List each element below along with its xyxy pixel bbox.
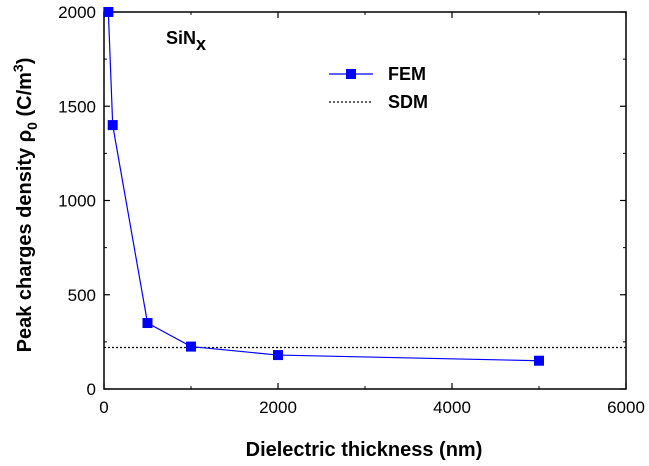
y-axis-label-group: Peak charges density ρ0 (C/m3)	[10, 58, 40, 353]
y-axis-label-subscript: 0	[24, 122, 40, 130]
plot-border	[103, 11, 627, 390]
y-axis-label-prefix: Peak charges density	[14, 142, 36, 352]
y-tick-label: 1000	[58, 192, 96, 211]
x-tick-label: 2000	[259, 398, 297, 417]
fem-data-point	[107, 120, 118, 131]
y-axis-label-superscript: 3	[10, 64, 26, 72]
fem-data-point	[142, 318, 153, 329]
x-tick-label: 4000	[433, 398, 471, 417]
x-tick-label: 0	[99, 398, 108, 417]
fem-data-point	[186, 341, 196, 352]
legend-sdm-label: SDM	[388, 92, 428, 112]
material-annotation: SiNx	[166, 28, 206, 54]
series-layer	[103, 7, 626, 366]
fem-series-line	[107, 11, 540, 362]
y-tick-label: 2000	[58, 3, 96, 22]
y-axis-ticks: 0 500 1000 1500 2000	[58, 3, 626, 399]
x-axis-ticks: 0 2000 4000 6000	[99, 12, 645, 417]
x-tick-label: 6000	[607, 398, 645, 417]
legend: FEM SDM	[329, 64, 428, 112]
y-tick-label: 1500	[58, 97, 96, 116]
legend-fem-marker	[346, 69, 356, 79]
y-axis-label-unit-close: )	[14, 58, 36, 65]
fem-data-point	[103, 7, 114, 17]
fem-data-point	[273, 350, 283, 361]
y-axis-label: Peak charges density ρ0 (C/m3)	[10, 58, 40, 353]
y-axis-label-symbol: ρ	[14, 130, 36, 142]
legend-fem-label: FEM	[388, 64, 426, 84]
plot-frame	[103, 11, 627, 390]
x-axis-label: Dielectric thickness (nm)	[246, 439, 483, 461]
y-axis-label-unit-open: (C/m	[14, 72, 36, 122]
y-tick-label: 500	[68, 286, 96, 305]
material-annotation-main: SiN	[166, 28, 196, 48]
y-tick-label: 0	[87, 380, 96, 399]
fem-data-point	[534, 355, 544, 366]
material-annotation-subscript: x	[196, 34, 206, 54]
